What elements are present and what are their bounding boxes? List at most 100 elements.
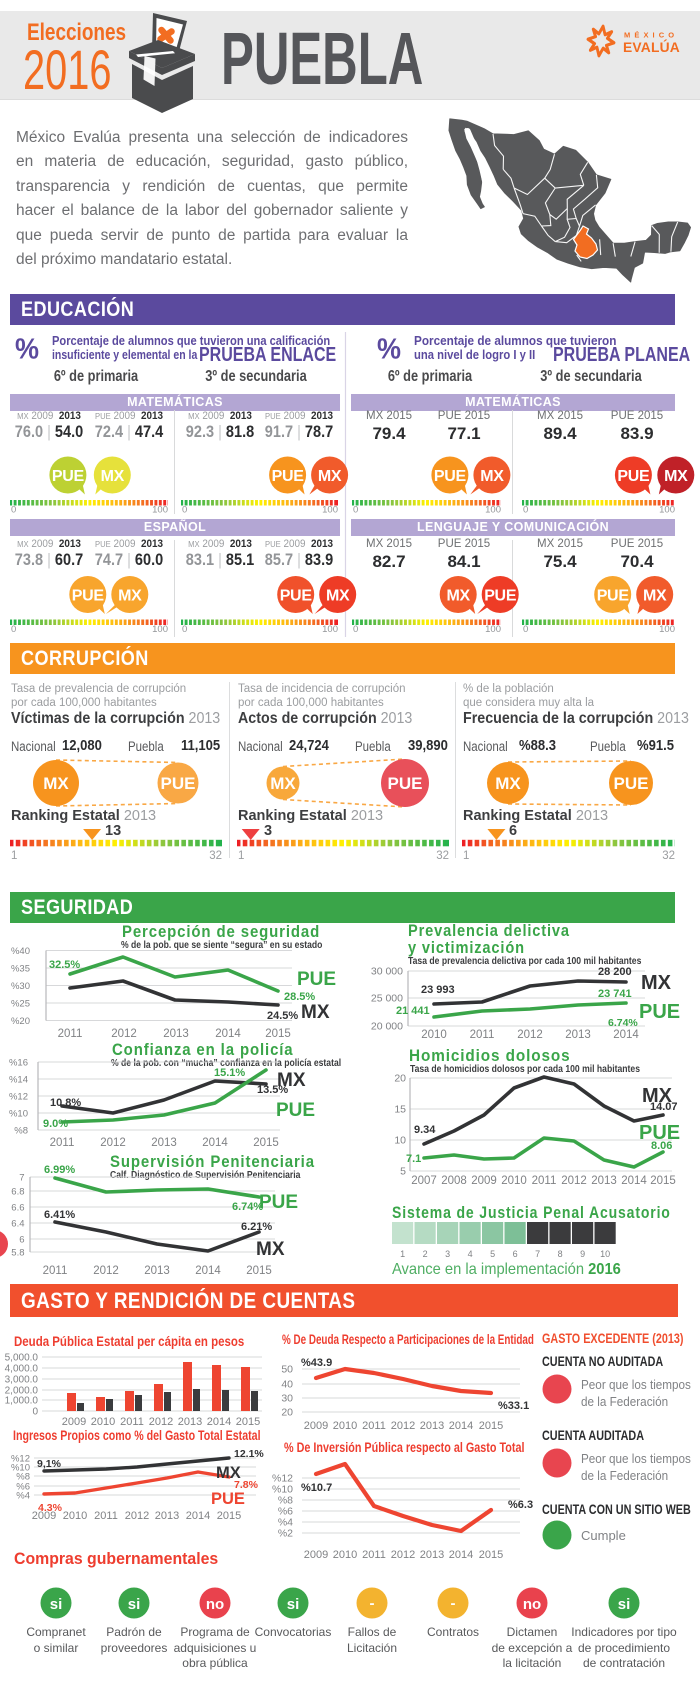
svg-text:30: 30 [281, 1393, 293, 1405]
svg-text:PUE: PUE [639, 1122, 680, 1144]
svg-text:MX: MX [101, 468, 125, 485]
svg-text:PUE: PUE [211, 1490, 245, 1508]
svg-text:100: 100 [322, 624, 338, 635]
svg-text:9.0%: 9.0% [43, 1118, 68, 1130]
svg-text:2011: 2011 [362, 1420, 386, 1432]
svg-text:32: 32 [209, 850, 222, 862]
svg-text:%6.3: %6.3 [508, 1499, 533, 1511]
svg-text:32.5%: 32.5% [49, 959, 80, 971]
svg-text:MX: MX [318, 468, 342, 485]
svg-text:7: 7 [19, 1173, 24, 1184]
svg-text:9.34: 9.34 [414, 1124, 436, 1136]
svg-text:MX: MX [326, 588, 350, 605]
svg-text:PUE: PUE [297, 969, 336, 990]
svg-text:%40: %40 [11, 946, 30, 957]
svg-text:20: 20 [281, 1407, 293, 1419]
svg-text:2011: 2011 [94, 1510, 118, 1522]
svg-text:PUE: PUE [597, 588, 630, 605]
svg-text:15: 15 [394, 1104, 406, 1116]
svg-text:%4: %4 [16, 1491, 30, 1502]
svg-text:5: 5 [400, 1166, 406, 1178]
svg-text:PUE: PUE [388, 774, 423, 793]
svg-text:23 741: 23 741 [598, 988, 632, 1000]
svg-text:2014: 2014 [215, 1028, 241, 1040]
svg-text:14.07: 14.07 [650, 1101, 678, 1113]
svg-text:6.74%: 6.74% [608, 1017, 638, 1029]
svg-text:MX: MX [301, 1002, 330, 1023]
svg-text:2015: 2015 [265, 1028, 291, 1040]
svg-text:2013: 2013 [565, 1029, 591, 1041]
svg-text:2011: 2011 [58, 1028, 83, 1040]
svg-text:si: si [50, 1596, 63, 1613]
svg-text:%10: %10 [272, 1484, 293, 1496]
svg-text:%25: %25 [11, 999, 30, 1010]
svg-text:1: 1 [463, 850, 469, 862]
svg-text:2010: 2010 [63, 1510, 87, 1522]
svg-text:PUE: PUE [434, 468, 467, 485]
svg-text:0: 0 [32, 1407, 38, 1418]
svg-text:MX: MX [664, 468, 688, 485]
svg-text:%8: %8 [14, 1126, 28, 1137]
svg-text:%8: %8 [16, 1472, 30, 1483]
svg-text:1,000.0: 1,000.0 [5, 1396, 39, 1407]
svg-text:30 000: 30 000 [371, 966, 403, 978]
svg-text:100: 100 [322, 505, 338, 516]
svg-text:MX: MX [641, 972, 672, 994]
svg-text:6.6: 6.6 [11, 1203, 24, 1214]
svg-text:2012: 2012 [100, 1137, 126, 1149]
svg-text:2010: 2010 [421, 1029, 447, 1041]
svg-text:2012: 2012 [391, 1420, 415, 1432]
svg-text:%8: %8 [278, 1495, 293, 1507]
svg-text:6: 6 [513, 1249, 518, 1259]
svg-text:23 993: 23 993 [421, 984, 455, 996]
svg-text:2009: 2009 [471, 1175, 497, 1187]
svg-text:2012: 2012 [93, 1265, 119, 1277]
svg-text:28 200: 28 200 [598, 966, 632, 978]
svg-text:2014: 2014 [449, 1549, 473, 1561]
svg-text:%12: %12 [9, 1092, 28, 1103]
svg-text:20 000: 20 000 [371, 1021, 403, 1033]
svg-text:32: 32 [662, 850, 675, 862]
svg-text:2012: 2012 [561, 1175, 587, 1187]
svg-text:28.5%: 28.5% [284, 991, 315, 1003]
svg-text:3: 3 [445, 1249, 450, 1259]
svg-text:MX: MX [270, 774, 296, 793]
svg-text:7: 7 [535, 1249, 540, 1259]
svg-text:%30: %30 [11, 981, 30, 992]
svg-text:PUE: PUE [614, 774, 649, 793]
svg-text:2: 2 [423, 1249, 428, 1259]
svg-text:2014: 2014 [621, 1175, 647, 1187]
svg-text:2009: 2009 [62, 1416, 86, 1428]
svg-text:2013: 2013 [591, 1175, 617, 1187]
svg-text:13.5%: 13.5% [257, 1084, 288, 1096]
svg-text:2010: 2010 [501, 1175, 527, 1187]
svg-text:4,000.0: 4,000.0 [5, 1364, 39, 1375]
svg-text:100: 100 [152, 505, 168, 516]
svg-text:2012: 2012 [125, 1510, 149, 1522]
svg-text:2015: 2015 [650, 1175, 676, 1187]
svg-text:100: 100 [485, 505, 501, 516]
svg-text:25 000: 25 000 [371, 993, 403, 1005]
svg-text:2015: 2015 [253, 1137, 279, 1149]
svg-text:4.3%: 4.3% [38, 1502, 63, 1514]
svg-text:10: 10 [600, 1249, 610, 1259]
svg-text:2009: 2009 [32, 1510, 56, 1522]
svg-text:2015: 2015 [479, 1420, 503, 1432]
svg-text:%6: %6 [16, 1482, 30, 1493]
svg-text:2013: 2013 [163, 1028, 189, 1040]
svg-text:PUE: PUE [72, 588, 105, 605]
svg-text:MX: MX [643, 588, 667, 605]
svg-text:MX: MX [642, 1085, 673, 1107]
svg-text:7.8%: 7.8% [234, 1479, 259, 1491]
svg-text:20: 20 [394, 1073, 406, 1085]
svg-text:100: 100 [659, 624, 675, 635]
svg-text:2013: 2013 [144, 1265, 170, 1277]
svg-text:2013: 2013 [155, 1510, 179, 1522]
svg-text:2012: 2012 [149, 1416, 173, 1428]
svg-text:PUE: PUE [259, 1192, 298, 1213]
svg-text:%10: %10 [11, 1463, 30, 1474]
svg-text:100: 100 [659, 505, 675, 516]
svg-text:2014: 2014 [207, 1416, 231, 1428]
svg-text:6.4: 6.4 [11, 1219, 24, 1230]
svg-text:2013: 2013 [420, 1549, 444, 1561]
